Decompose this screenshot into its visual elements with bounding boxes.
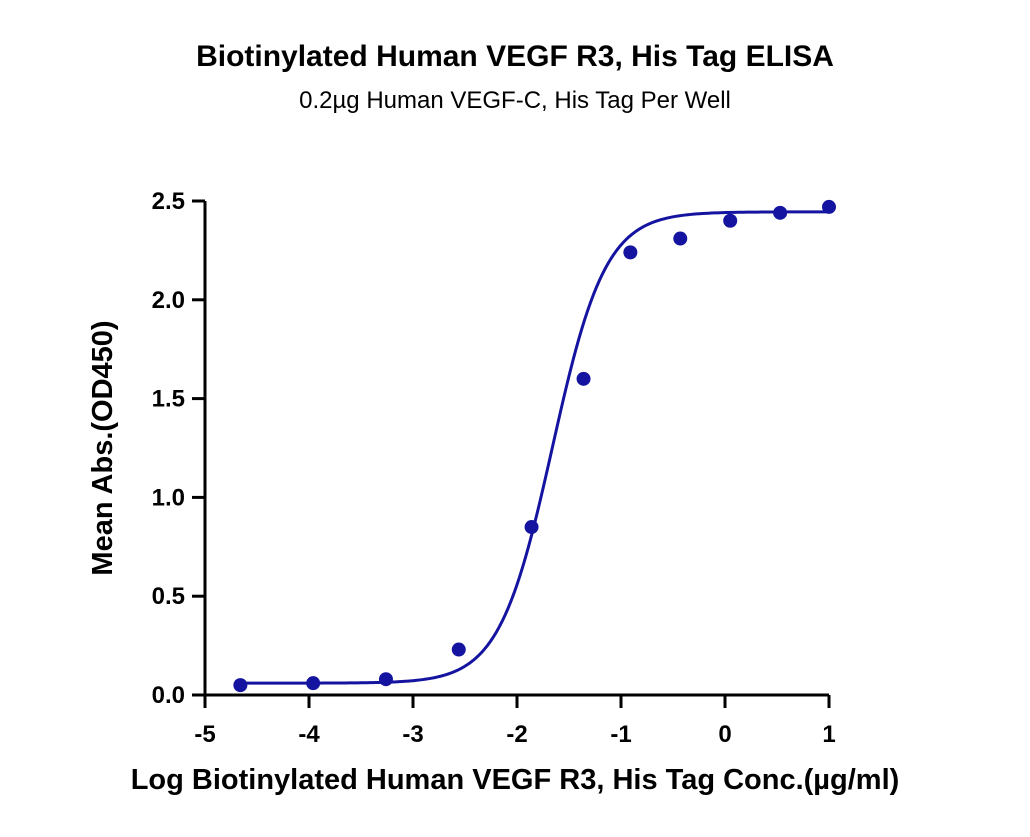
x-tick-label: -4 bbox=[298, 721, 320, 748]
data-point bbox=[576, 371, 591, 386]
data-point bbox=[233, 678, 248, 693]
data-point bbox=[623, 245, 638, 260]
axes bbox=[203, 201, 829, 697]
data-point bbox=[773, 205, 788, 220]
y-tick-label: 1.0 bbox=[152, 484, 185, 511]
x-ticks: -5 -4 -3 -2 -1 0 1 bbox=[194, 695, 836, 748]
data-point bbox=[306, 676, 321, 691]
y-ticks: 0.0 0.5 1.0 1.5 2.0 2.5 bbox=[152, 188, 205, 709]
chart-subtitle: 0.2µg Human VEGF-C, His Tag Per Well bbox=[299, 87, 731, 114]
data-point bbox=[378, 672, 393, 687]
data-point bbox=[673, 231, 688, 246]
x-tick-label: -1 bbox=[610, 721, 631, 748]
y-tick-label: 2.0 bbox=[152, 287, 185, 314]
fit-curve bbox=[240, 210, 829, 685]
y-axis-label: Mean Abs.(OD450) bbox=[87, 320, 119, 575]
x-tick-label: -2 bbox=[506, 721, 527, 748]
y-tick-label: 0.0 bbox=[152, 682, 185, 709]
x-tick-label: -5 bbox=[194, 721, 215, 748]
y-tick-label: 0.5 bbox=[152, 583, 185, 610]
data-point bbox=[723, 213, 738, 228]
data-point bbox=[451, 642, 466, 657]
y-tick-label: 2.5 bbox=[152, 188, 185, 215]
x-axis-label: Log Biotinylated Human VEGF R3, His Tag … bbox=[131, 764, 900, 796]
data-point bbox=[524, 520, 539, 535]
data-points bbox=[233, 199, 836, 693]
chart-title: Biotinylated Human VEGF R3, His Tag ELIS… bbox=[196, 40, 834, 73]
data-point bbox=[822, 199, 836, 214]
x-tick-label: 0 bbox=[718, 721, 731, 748]
x-tick-label: 1 bbox=[822, 721, 835, 748]
y-tick-label: 1.5 bbox=[152, 386, 185, 413]
x-tick-label: -3 bbox=[402, 721, 423, 748]
